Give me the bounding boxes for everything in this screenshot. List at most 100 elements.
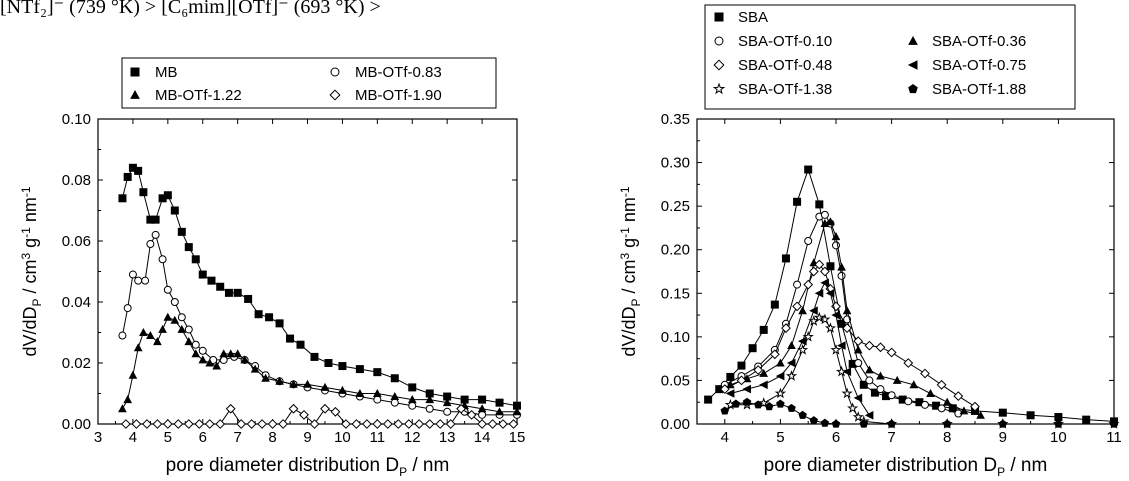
data-point — [820, 278, 829, 288]
data-point — [118, 404, 127, 413]
legend-label: MB-OTf-1.22 — [155, 87, 242, 104]
legend-label: SBA-OTf-1.38 — [738, 81, 832, 98]
x-tick-label: 11 — [370, 429, 386, 446]
data-point — [892, 375, 902, 384]
data-point — [942, 419, 952, 428]
data-point — [407, 395, 417, 404]
data-point — [831, 232, 841, 241]
data-point — [128, 270, 137, 279]
data-point — [1054, 419, 1063, 428]
data-point — [970, 401, 980, 412]
data-point — [720, 406, 730, 415]
data-point — [875, 342, 886, 353]
data-point — [224, 288, 233, 297]
legend-item-mb-otf-1-22: MB-OTf-1.22 — [130, 87, 242, 104]
data-point — [859, 380, 868, 389]
legend-marker — [713, 59, 725, 71]
data-point — [275, 319, 284, 328]
data-point — [904, 397, 913, 406]
data-point — [736, 375, 747, 386]
data-point — [831, 310, 840, 320]
y-tick-label: 0.10 — [62, 111, 91, 128]
data-point — [765, 402, 774, 411]
x-tick-label: 8 — [943, 429, 951, 446]
data-point — [753, 365, 764, 375]
data-point — [408, 383, 417, 392]
legend-marker — [714, 36, 724, 46]
data-point — [787, 403, 796, 412]
x-axis-label: pore diameter distribution DP / nm — [166, 455, 450, 479]
data-point — [813, 311, 825, 323]
data-point — [876, 371, 885, 380]
header-text-fragment: [NTf₂]⁻ (739 °K) > [C₆mim][OTf]⁻ (693 °K… — [0, 0, 381, 18]
data-point — [976, 410, 985, 419]
data-point — [139, 327, 148, 336]
plot-frame — [696, 118, 1115, 425]
data-point — [825, 288, 835, 298]
data-point — [926, 388, 935, 397]
data-point — [123, 172, 132, 181]
legend-marker — [130, 67, 140, 77]
x-tick-label: 5 — [164, 429, 172, 446]
data-point — [748, 344, 757, 353]
y-axis-label: dV/dDP / cm3 g-1 nm-1 — [618, 186, 643, 356]
data-point — [233, 288, 242, 297]
plot-frame — [97, 118, 518, 425]
data-point — [776, 358, 785, 367]
data-point — [141, 276, 150, 285]
data-point — [288, 403, 299, 414]
data-point — [338, 362, 347, 371]
data-point — [775, 371, 785, 381]
data-point — [361, 419, 372, 429]
data-point — [442, 398, 452, 407]
legend-item-sba-otf-1-38: SBA-OTf-1.38 — [712, 81, 832, 98]
data-point — [1109, 419, 1119, 428]
data-point — [478, 395, 487, 404]
data-point — [759, 325, 768, 334]
data-point — [191, 255, 200, 264]
data-point — [508, 419, 519, 429]
data-point — [731, 399, 741, 408]
data-point — [123, 304, 132, 313]
data-point — [382, 419, 393, 429]
data-point — [212, 361, 222, 370]
x-tick-label: 4 — [129, 429, 137, 446]
data-point — [753, 400, 763, 409]
data-point — [250, 364, 260, 373]
legend-marker — [908, 35, 918, 45]
data-point — [870, 388, 879, 397]
data-point — [177, 313, 186, 322]
legend-marker — [714, 12, 724, 22]
data-point — [769, 349, 780, 360]
data-point — [759, 380, 768, 390]
data-point — [198, 346, 207, 355]
data-point — [478, 410, 487, 419]
data-point — [887, 419, 896, 428]
chart-mb-series: 3 4 5 6 7 8 9 10 11 12 13 14 15 0.00 0.02 0.04 0.06 0.08 0… — [19, 57, 526, 479]
data-point — [153, 337, 162, 346]
data-point — [831, 419, 841, 428]
data-point — [184, 325, 193, 334]
data-point — [373, 395, 382, 404]
legend-label: SBA — [738, 9, 768, 26]
x-tick-label: 5 — [776, 429, 784, 446]
legend-item-sba: SBA — [714, 9, 768, 26]
data-point — [184, 337, 194, 346]
data-point — [804, 237, 813, 245]
data-point — [837, 271, 846, 280]
x-tick-label: 15 — [509, 429, 526, 446]
data-point — [257, 419, 268, 429]
data-point — [854, 359, 863, 367]
data-point — [487, 419, 498, 429]
series-line-sba-otf-0-10 — [724, 214, 959, 414]
data-point — [793, 280, 802, 289]
data-point — [215, 419, 226, 429]
series-line-mb-otf-0-83 — [121, 233, 517, 416]
legend-label: MB — [155, 64, 178, 81]
data-point — [163, 191, 172, 200]
data-point — [152, 419, 163, 429]
legend-label: SBA-OTf-0.36 — [932, 33, 1026, 50]
data-point — [719, 384, 730, 395]
data-point — [134, 166, 143, 175]
